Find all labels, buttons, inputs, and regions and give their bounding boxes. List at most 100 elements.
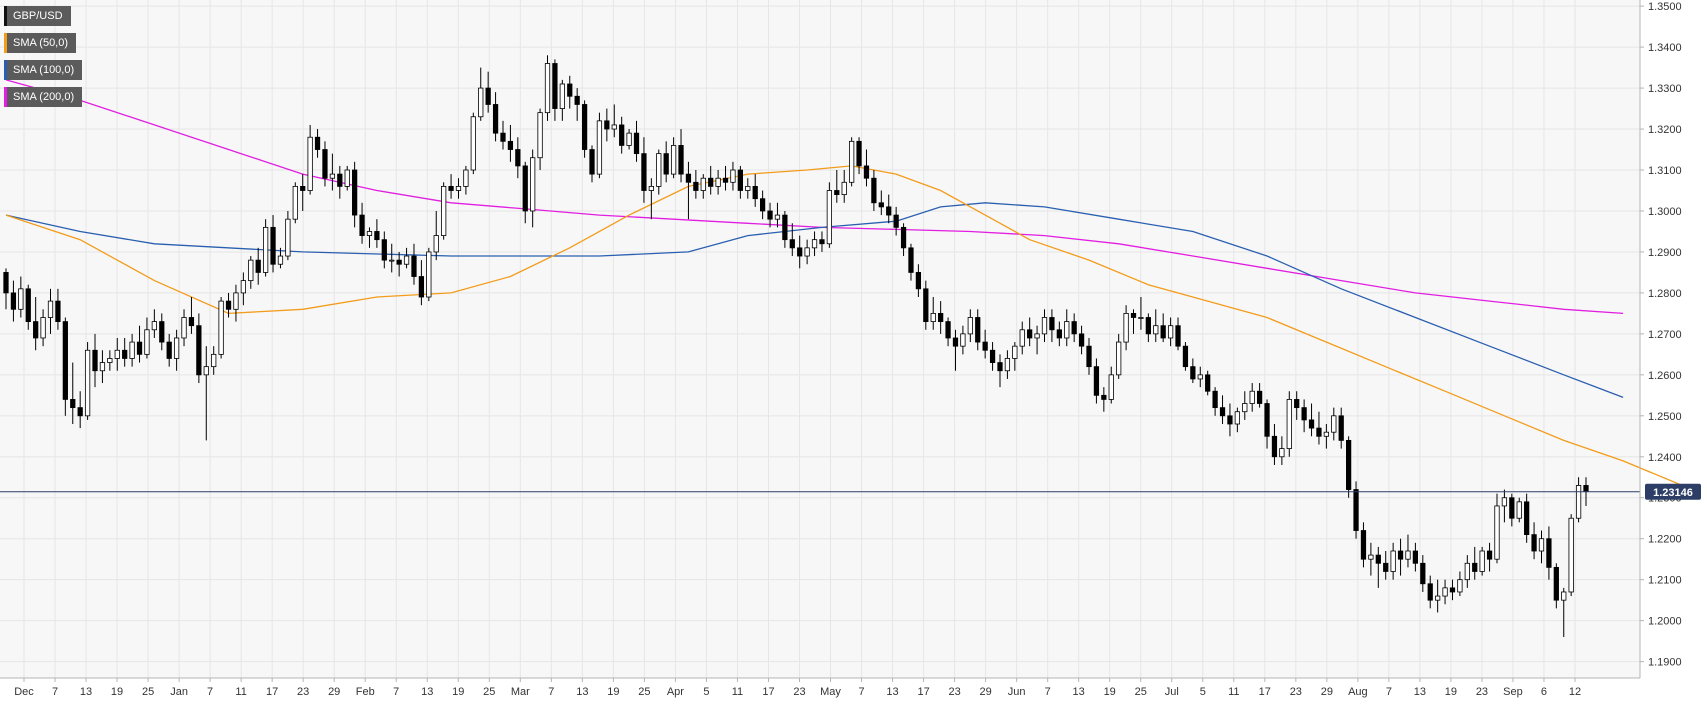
candle — [1116, 333, 1122, 379]
x-tick-label: 23 — [948, 686, 960, 698]
candle — [581, 100, 588, 158]
candle — [1227, 403, 1233, 437]
legend-item-gbpusd[interactable]: GBP/USD — [4, 6, 82, 26]
x-tick-label: 17 — [917, 686, 929, 698]
candle — [1568, 514, 1574, 597]
candle — [1271, 424, 1278, 465]
candle — [1294, 391, 1300, 420]
candle — [559, 79, 565, 121]
candle — [463, 165, 469, 195]
candle-body — [1294, 399, 1300, 409]
y-tick-label: 1.1900 — [1648, 657, 1682, 669]
candle-body — [1308, 419, 1315, 429]
candle-body — [715, 177, 721, 187]
candle — [886, 194, 892, 224]
candle-body — [648, 185, 654, 191]
y-axis-labels: 1.19001.20001.21001.22001.23001.24001.25… — [1640, 1, 1682, 669]
candle-body — [470, 116, 476, 171]
candle-body — [55, 300, 61, 322]
y-tick-label: 1.2900 — [1648, 247, 1682, 259]
candle-body — [337, 173, 343, 187]
candle — [492, 92, 499, 142]
candle — [1138, 297, 1144, 330]
candle — [1264, 399, 1270, 449]
candle-body — [40, 317, 46, 339]
x-tick-label: 13 — [576, 686, 588, 698]
candle — [1516, 497, 1522, 523]
x-axis-labels: Dec 7 13 19 25 Jan 7 11 17 23 29 Feb 7 13 19 25 Mar 7 13 19… — [14, 678, 1581, 698]
candle-body — [1546, 538, 1552, 568]
candle-body — [567, 83, 573, 97]
last-price-tag: 1.23146 — [1645, 483, 1701, 500]
candle — [1538, 530, 1545, 564]
candle-body — [500, 132, 506, 142]
candle — [960, 325, 966, 355]
candle — [849, 137, 855, 187]
candle-body — [1412, 550, 1419, 564]
candle — [129, 333, 135, 367]
candle — [1442, 579, 1448, 605]
candle — [166, 333, 172, 367]
legend-item-sma-200[interactable]: SMA (200,0) — [4, 87, 83, 107]
x-tick-label: 5 — [1200, 686, 1206, 698]
candle — [300, 174, 306, 211]
x-tick-label: 25 — [483, 686, 495, 698]
candle — [1486, 542, 1493, 572]
candle — [737, 165, 743, 199]
candle-body — [181, 317, 187, 339]
candle — [1383, 551, 1389, 580]
candle — [522, 161, 528, 224]
candle — [225, 292, 232, 318]
y-tick-label: 1.2700 — [1648, 329, 1682, 341]
legend-item-sma-100[interactable]: SMA (100,0) — [4, 60, 83, 80]
candle-body — [745, 185, 751, 191]
candle — [633, 120, 640, 162]
candle — [322, 141, 328, 187]
candle-body — [1479, 550, 1485, 572]
candle-body — [708, 177, 714, 187]
candle-body — [1420, 562, 1426, 585]
candle — [3, 268, 9, 310]
candle-body — [1383, 562, 1389, 572]
x-tick-label: 25 — [638, 686, 650, 698]
candle-body — [411, 255, 417, 277]
candle-body — [722, 177, 729, 183]
candle-body — [99, 362, 106, 372]
candle-body — [923, 288, 929, 322]
candle — [685, 161, 692, 220]
y-tick-label: 1.2100 — [1648, 575, 1682, 587]
candle — [277, 247, 284, 269]
candle — [255, 247, 261, 285]
candle-body — [1338, 415, 1344, 441]
x-tick-label: 17 — [266, 686, 278, 698]
candle-body — [151, 321, 157, 331]
candle — [25, 284, 31, 330]
legend-swatch — [4, 87, 7, 107]
candle-body — [989, 349, 996, 363]
x-tick-label: 19 — [607, 686, 619, 698]
candle — [1479, 546, 1485, 576]
legend-item-sma-50[interactable]: SMA (50,0) — [4, 33, 82, 53]
candle-body — [522, 165, 528, 212]
candle — [33, 297, 39, 351]
candle-body — [559, 83, 565, 109]
y-tick-label: 1.2200 — [1648, 534, 1682, 546]
candle — [292, 182, 298, 224]
candle-body — [886, 206, 892, 216]
candle-body — [826, 190, 833, 245]
candle — [693, 170, 699, 199]
x-tick-label: 23 — [297, 686, 309, 698]
candle — [1464, 555, 1470, 588]
candle — [181, 309, 187, 347]
candle-body — [730, 169, 736, 183]
candle-body — [1271, 435, 1278, 458]
candle — [1205, 370, 1211, 396]
candle — [418, 260, 425, 306]
candle — [730, 161, 736, 191]
candle — [136, 325, 143, 363]
candle — [1524, 493, 1530, 543]
candle-body — [463, 169, 469, 187]
candle-body — [656, 153, 662, 187]
